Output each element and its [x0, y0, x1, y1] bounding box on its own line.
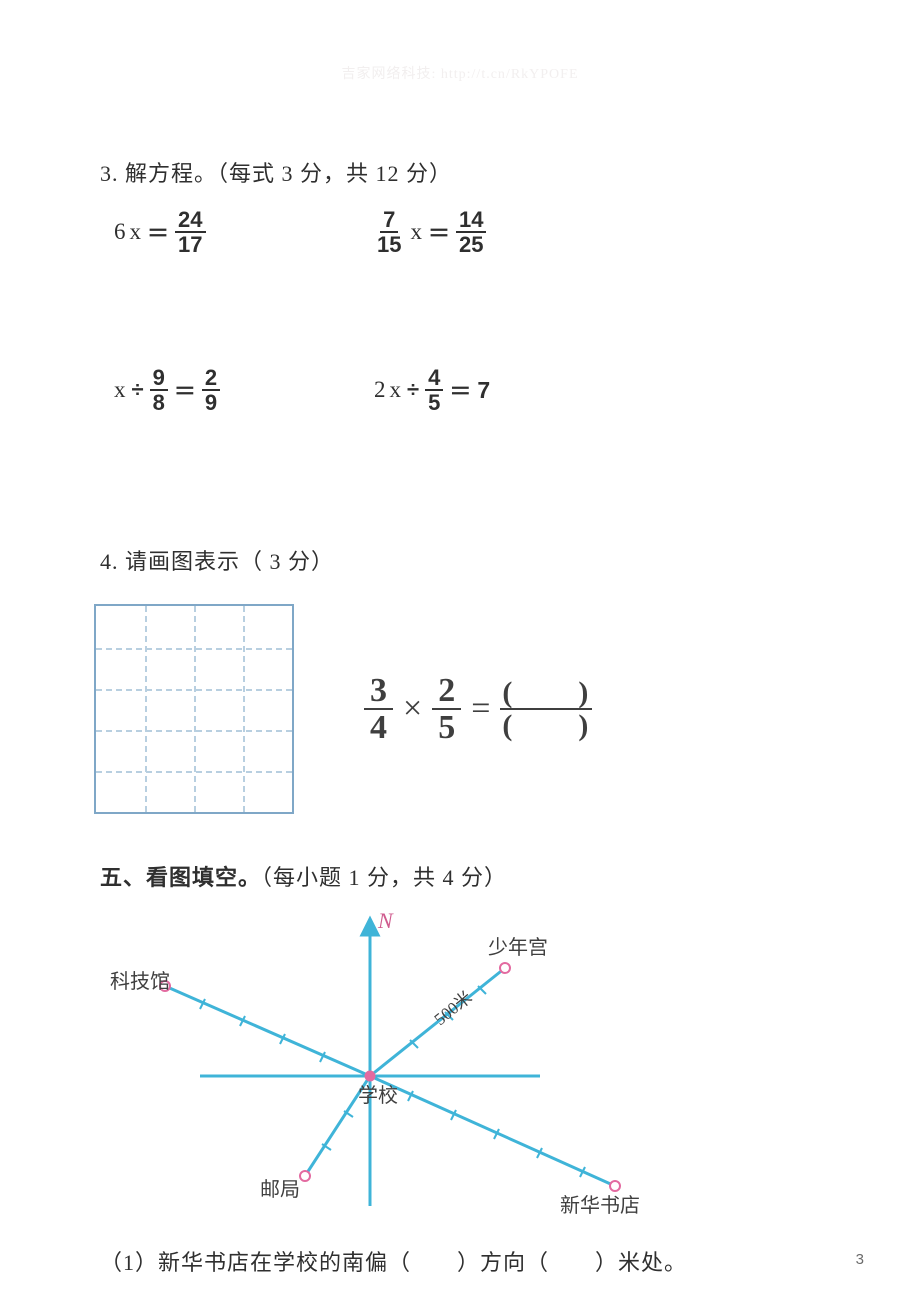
frac-num: 2 [432, 673, 461, 711]
q3-eq1: 6x ＝ 24 17 [114, 208, 374, 256]
q4-mul: × [403, 690, 422, 728]
q3-eq2-op: ＝ [426, 216, 452, 248]
north-label: N [377, 908, 394, 933]
q3-heading: 3. 解方程。（每式 3 分，共 12 分） [100, 156, 830, 188]
frac-num: 2 [202, 366, 220, 391]
tech-label: 科技馆 [110, 970, 170, 993]
q4-heading: 4. 请画图表示（ 3 分） [100, 544, 830, 576]
book-label: 新华书店 [560, 1194, 640, 1217]
q4-equals: = [471, 690, 490, 728]
frac-den: 17 [175, 233, 205, 256]
blank-num: ( ) [500, 677, 592, 711]
q4-frac-a: 3 4 [364, 673, 393, 746]
section5-map: N 学校 科技馆 少年宫 邮局 新华书店 500米 [110, 906, 830, 1227]
frac-num: 7 [380, 208, 398, 233]
q3-row-2: x ÷ 9 8 ＝ 2 9 2x ÷ 4 5 ＝ 7 [100, 366, 830, 414]
q4-row: 3 4 × 2 5 = ( ) ( ) [94, 604, 830, 814]
q3-eq2-var: x [410, 219, 422, 245]
frac-num: 24 [175, 208, 205, 233]
map-svg: N 学校 科技馆 少年宫 邮局 新华书店 500米 [110, 906, 670, 1222]
frac-den: 15 [374, 233, 404, 256]
q3-eq3-var: x [114, 377, 126, 403]
watermark-text: 吉家网络科技: http://t.cn/RkYPOFE [0, 63, 920, 83]
frac-num: 4 [425, 366, 443, 391]
frac-num: 14 [456, 208, 486, 233]
section5-heading-rest: （每小题 1 分，共 4 分） [261, 865, 507, 890]
q3-eq1-rhs: 24 17 [175, 208, 205, 256]
q3-eq4: 2x ÷ 4 5 ＝ 7 [374, 366, 634, 414]
frac-den: 4 [364, 710, 393, 746]
section5-heading: 五、看图填空。（每小题 1 分，共 4 分） [100, 860, 830, 892]
youth-label: 少年宫 [488, 936, 548, 959]
frac-num: 3 [364, 673, 393, 711]
frac-den: 5 [432, 710, 461, 746]
distance-label: 500米 [431, 988, 476, 1030]
section5-heading-bold: 五、看图填空。 [100, 865, 261, 890]
q4-equation: 3 4 × 2 5 = ( ) ( ) [364, 673, 592, 746]
q3-eq4-div: ÷ [405, 377, 421, 403]
frac-den: 9 [202, 391, 220, 414]
q3-eq2-rhs: 14 25 [456, 208, 486, 256]
q3-eq3-op: ＝ [172, 374, 198, 406]
q3-eq3-lhs: 9 8 [150, 366, 168, 414]
q3-eq4-coef: 2 [374, 377, 386, 403]
q3-eq1-coef: 6 [114, 219, 126, 245]
q4-frac-b: 2 5 [432, 673, 461, 746]
q3-eq2-lhs: 7 15 [374, 208, 404, 256]
section5-q1: （1）新华书店在学校的南偏（ ）方向（ ）米处。 [100, 1245, 830, 1277]
q3-eq1-var: x [130, 219, 142, 245]
q3-eq4-var: x [390, 377, 402, 403]
q3-eq4-op: ＝ [447, 374, 473, 406]
q3-eq4-rhs: 7 [477, 377, 490, 404]
frac-den: 25 [456, 233, 486, 256]
frac-num: 9 [150, 366, 168, 391]
q3-row-1: 6x ＝ 24 17 7 15 x ＝ 14 25 [100, 208, 830, 256]
center-label: 学校 [358, 1084, 398, 1107]
q3-eq4-lhs: 4 5 [425, 366, 443, 414]
post-label: 邮局 [260, 1178, 300, 1201]
blank-den: ( ) [500, 710, 592, 742]
q3-eq3: x ÷ 9 8 ＝ 2 9 [114, 366, 374, 414]
q4-frac-blank: ( ) ( ) [500, 677, 592, 742]
page-number: 3 [856, 1251, 864, 1268]
q3-eq3-rhs: 2 9 [202, 366, 220, 414]
frac-den: 5 [425, 391, 443, 414]
q3-eq1-op: ＝ [145, 216, 171, 248]
frac-den: 8 [150, 391, 168, 414]
q3-eq3-div: ÷ [130, 377, 146, 403]
q3-eq2: 7 15 x ＝ 14 25 [374, 208, 634, 256]
q4-grid-box [94, 604, 294, 814]
map-center: N 学校 科技馆 少年宫 邮局 新华书店 500米 [110, 908, 640, 1217]
